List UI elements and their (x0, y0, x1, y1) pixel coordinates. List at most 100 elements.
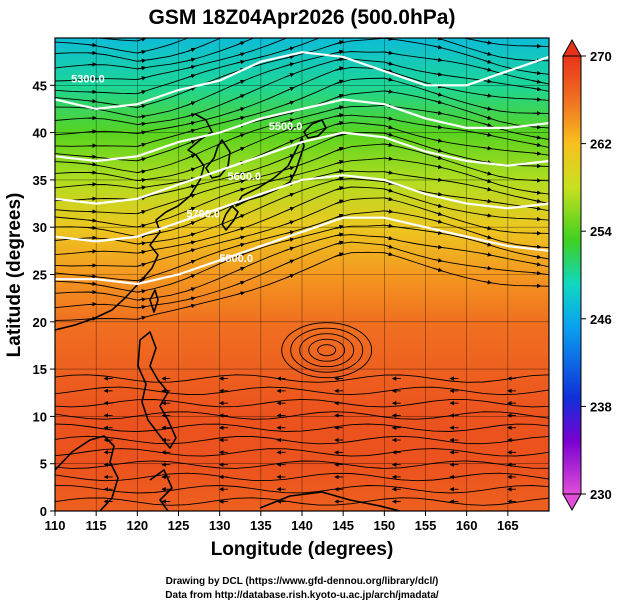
streamline-arrow (483, 252, 493, 257)
streamline (55, 178, 549, 245)
streamline-arrow (285, 246, 295, 251)
circulation-loop (299, 333, 355, 368)
streamline-arrow (137, 209, 147, 215)
streamline-arrow (186, 121, 196, 126)
streamline (55, 77, 549, 147)
streamline-arrow (186, 139, 196, 145)
streamline-arrow (186, 303, 196, 309)
streamline-arrow (532, 79, 542, 84)
x-tick-label: 150 (373, 518, 395, 533)
streamline-arrow (483, 132, 493, 137)
plot-area: 5300.0 5500.0 5600.0 5700.0 5800.0 (55, 0, 549, 511)
y-tick-label: 45 (33, 78, 47, 93)
streamline-arrow (483, 265, 493, 271)
streamline-arrow (87, 316, 97, 321)
streamline-arrow (334, 40, 344, 45)
streamline-arrow (236, 179, 246, 184)
x-tick-label: 115 (86, 518, 107, 533)
streamline-arrow (433, 177, 443, 183)
streamline-arrow (235, 79, 246, 85)
streamline-arrow (482, 178, 493, 184)
streamline-arrow (285, 87, 295, 92)
streamline-arrow (285, 46, 295, 51)
streamline-arrow (433, 258, 443, 263)
x-tick-label: 160 (456, 518, 478, 533)
streamline-arrow (433, 138, 443, 143)
streamline (55, 38, 549, 95)
streamline-arrow (433, 99, 443, 105)
streamline (93, 38, 148, 42)
x-tick-label: 140 (291, 518, 313, 533)
streamline (55, 58, 549, 126)
streamline (55, 374, 549, 383)
streamline-arrow (384, 50, 394, 56)
streamline-arrow (186, 86, 196, 92)
credit-drawing: Drawing by DCL (https://www.gfd-dennou.o… (166, 576, 439, 587)
streamline-arrow (235, 214, 246, 219)
x-tick-label: 110 (45, 518, 66, 533)
y-tick-label: 20 (33, 315, 47, 330)
streamline-arrow (483, 226, 493, 231)
streamline-arrow (186, 206, 196, 212)
streamline-arrow (483, 14, 491, 16)
streamline-arrow (236, 59, 246, 65)
streamline-arrow (285, 206, 295, 212)
streamline-arrow (533, 24, 541, 26)
streamline-arrow (186, 154, 196, 159)
streamline-arrow (87, 98, 97, 104)
streamline-arrow (186, 248, 196, 253)
streamline-arrow (285, 230, 295, 235)
streamline-arrow (334, 240, 344, 245)
streamline-arrow (87, 162, 97, 167)
streamline-arrow (384, 142, 394, 148)
streamline-arrow (532, 270, 542, 276)
streamline-arrow (137, 169, 147, 174)
streamline-arrow (433, 155, 443, 160)
x-tick-label: 125 (168, 518, 190, 533)
streamline-arrow (137, 103, 147, 109)
streamline-arrow (235, 253, 246, 258)
streamline-arrow (286, 0, 294, 2)
streamline (55, 411, 549, 420)
colorbar-tick-label: 270 (590, 49, 612, 64)
streamline-arrow (334, 160, 344, 165)
streamline-arrow (483, 242, 493, 247)
y-tick-label: 5 (40, 457, 47, 472)
streamline-arrow (384, 68, 394, 74)
streamline-arrow (285, 62, 295, 67)
streamline (55, 241, 549, 309)
streamline-arrow (532, 190, 542, 195)
contour-line (55, 216, 549, 286)
circulation-loop (317, 344, 337, 357)
streamline-arrow (186, 128, 196, 134)
streamline-arrow (334, 252, 344, 258)
streamline (55, 460, 549, 469)
streamline-arrow (384, 124, 394, 130)
contour-label: 5600.0 (228, 171, 262, 183)
streamline-arrow (483, 213, 493, 218)
streamline-arrow (533, 33, 541, 34)
streamline-arrow (137, 315, 147, 321)
streamline-arrow (87, 42, 97, 48)
streamline-arrow (532, 70, 542, 76)
streamline-arrow (137, 157, 147, 162)
streamline-arrow (334, 224, 344, 230)
streamline-arrow (285, 237, 295, 242)
streamline-arrow (186, 47, 196, 53)
streamline-arrow (483, 145, 493, 151)
coastlines (55, 113, 401, 511)
contour-labels: 5300.0 5500.0 5600.0 5700.0 5800.0 (71, 73, 302, 265)
coastline-japan-honshu (235, 137, 305, 207)
streamline-arrow (285, 72, 295, 78)
streamline-arrow (532, 206, 542, 211)
contour-line (55, 131, 549, 205)
streamline-arrow (235, 94, 246, 99)
streamline-arrow (87, 249, 97, 254)
streamline-arrow (186, 184, 196, 189)
streamline-arrow (186, 240, 196, 245)
streamline-arrow (533, 7, 541, 8)
y-axis-label: Latitude (degrees) (4, 193, 25, 358)
streamline-arrow (137, 177, 147, 183)
streamline-arrow (87, 62, 97, 67)
streamline-arrow (235, 41, 246, 46)
